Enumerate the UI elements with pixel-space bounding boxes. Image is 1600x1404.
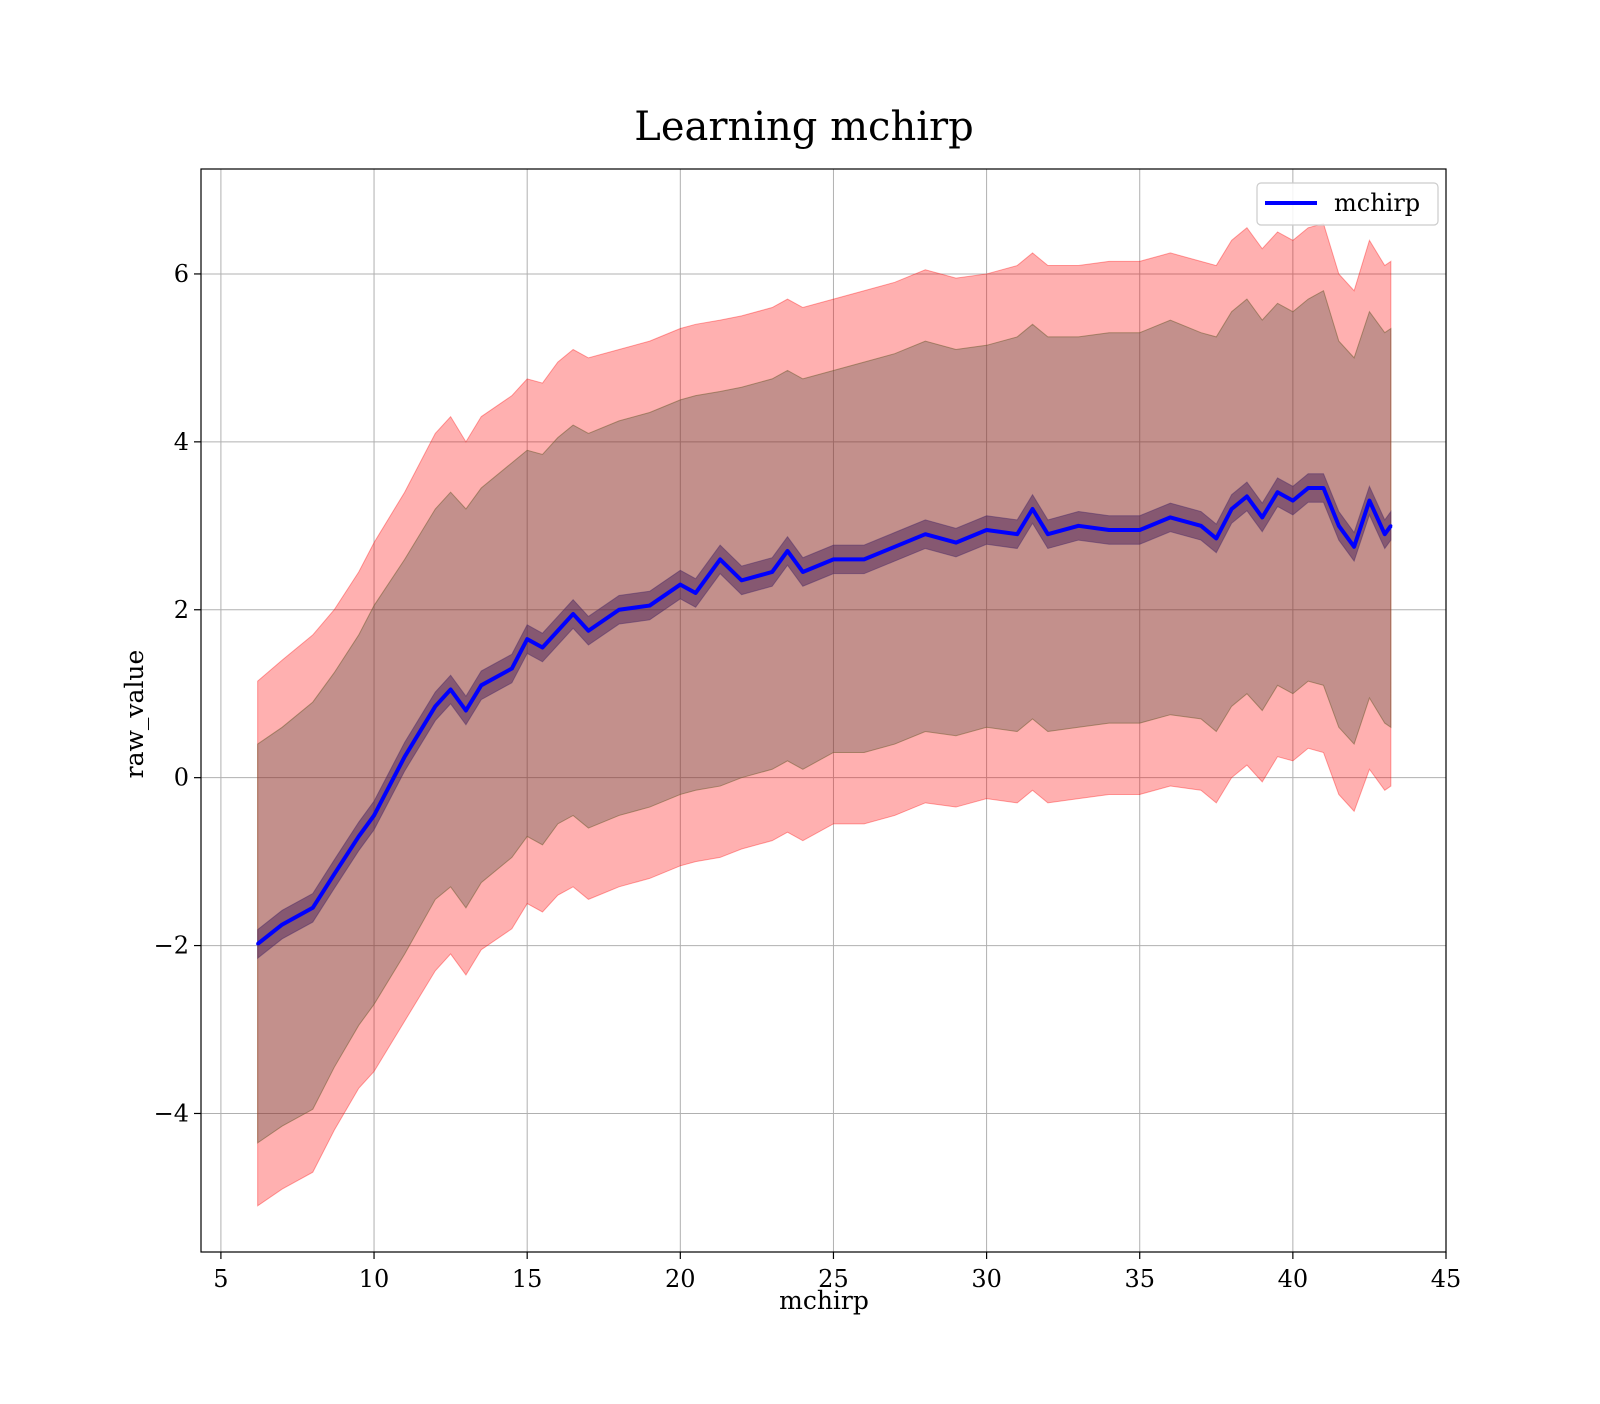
legend-box	[1256, 182, 1439, 226]
series-point	[985, 528, 989, 532]
series-point	[893, 545, 897, 549]
series-point	[862, 557, 866, 561]
series-point	[923, 532, 927, 536]
outer-band	[257, 222, 1392, 1207]
x-tick-label: 15	[512, 1265, 543, 1293]
series-point	[740, 578, 744, 582]
series-point	[770, 570, 774, 574]
series-point	[433, 704, 437, 708]
series-point	[1306, 486, 1310, 490]
legend-label: mchirp	[1334, 189, 1420, 217]
series-point	[954, 541, 958, 545]
series-point	[479, 683, 483, 687]
series-point	[1337, 524, 1341, 528]
series-point	[571, 612, 575, 616]
tick-layer: 5 10 15 20 25 30 35 40 45 −4 −2 0 2 4 6	[154, 260, 1462, 1293]
y-tick-label: −4	[154, 1099, 189, 1127]
series-point	[694, 591, 698, 595]
band-layer	[257, 222, 1392, 1207]
plot-frame	[200, 168, 1447, 1253]
x-axis-label: mchirp	[779, 1286, 869, 1315]
x-tick-label: 35	[1124, 1265, 1155, 1293]
x-tick-label: 45	[1431, 1265, 1462, 1293]
series-point	[464, 709, 468, 712]
series-point	[256, 942, 260, 946]
series-point	[617, 608, 621, 612]
series-point	[510, 667, 514, 671]
series-point	[372, 813, 376, 817]
series-point	[801, 570, 805, 574]
series-point	[1276, 490, 1280, 494]
series-point	[1230, 507, 1234, 511]
x-tick-label: 5	[213, 1265, 228, 1293]
y-axis-label: raw_value	[120, 650, 149, 779]
narrow-band	[257, 473, 1392, 960]
series-point	[449, 688, 453, 692]
series-point	[1031, 507, 1035, 511]
series-point	[586, 629, 590, 633]
y-tick-label: 6	[174, 260, 189, 288]
x-tick-label: 30	[971, 1265, 1002, 1293]
series-point	[1291, 499, 1295, 503]
series-point	[718, 557, 722, 561]
series-point	[1245, 494, 1249, 498]
series-point	[357, 834, 361, 838]
series-point	[1107, 528, 1111, 532]
line-layer	[256, 486, 1393, 946]
series-point	[403, 755, 407, 759]
series-point	[1168, 515, 1172, 519]
series-point	[280, 923, 284, 927]
series-point	[1321, 486, 1325, 490]
series-point	[1015, 532, 1019, 536]
series-point	[540, 646, 544, 650]
series-point	[1389, 524, 1393, 528]
x-tick-label: 40	[1278, 1265, 1309, 1293]
series-point	[556, 629, 560, 633]
series-point	[831, 557, 835, 561]
series-point	[1383, 532, 1387, 536]
series-point	[1214, 536, 1218, 540]
chart-title: Learning mchirp	[634, 104, 973, 150]
series-point	[1046, 532, 1050, 536]
legend: mchirp	[1256, 182, 1439, 226]
x-tick-label: 25	[818, 1265, 849, 1293]
y-tick-label: −2	[154, 932, 189, 960]
series-point	[1367, 499, 1371, 503]
series-point	[311, 906, 315, 910]
series-point	[1352, 545, 1356, 549]
series-point	[678, 583, 682, 587]
y-tick-label: 2	[174, 596, 189, 624]
y-tick-label: 0	[174, 764, 189, 792]
series-point	[648, 604, 652, 608]
inner-band	[257, 289, 1392, 1144]
x-tick-label: 20	[665, 1265, 696, 1293]
series-point	[1260, 515, 1264, 519]
x-tick-label: 10	[359, 1265, 390, 1293]
series-point	[525, 637, 529, 641]
series-point	[1076, 524, 1080, 528]
series-point	[1199, 524, 1203, 528]
y-tick-label: 4	[174, 428, 189, 456]
series-point	[332, 872, 336, 876]
series-point	[786, 549, 790, 553]
series-point	[1138, 528, 1142, 532]
